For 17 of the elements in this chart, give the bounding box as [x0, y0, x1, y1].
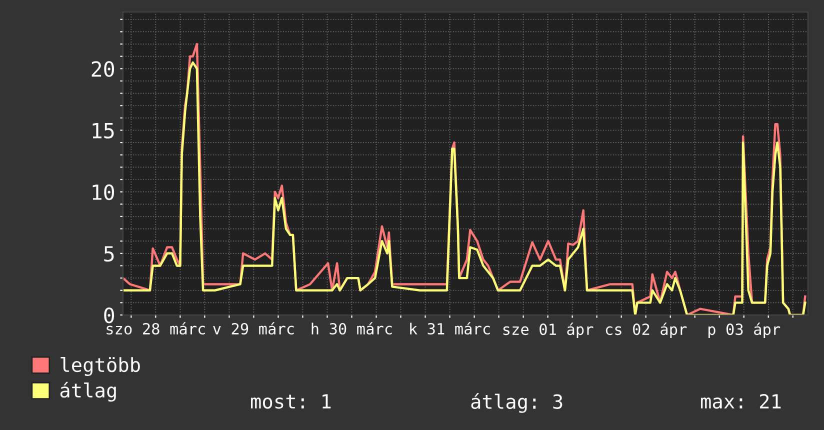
y-tick-label: 15 [92, 123, 114, 139]
y-tick-label: 5 [104, 246, 114, 262]
text: most: 1 [251, 394, 331, 409]
legend-label: legtöbb [60, 356, 140, 376]
x-tick-label: szo 28 márc [106, 322, 205, 335]
text: átlag: 3 [471, 393, 562, 413]
x-tick-label: p 03 ápr [708, 322, 780, 338]
x-tick-label: k 31 márc [410, 322, 490, 335]
text: max: 21 [701, 394, 781, 409]
y-tick-label: 20 [92, 61, 114, 77]
y-tick-label: 10 [92, 184, 114, 200]
x-tick-label: sze 01 ápr [503, 322, 594, 338]
x-tick-label: h 30 márc [312, 322, 392, 335]
legend-label: átlag [60, 382, 116, 402]
x-tick-label: cs 02 ápr [606, 322, 687, 338]
y-tick-label: 0 [104, 308, 114, 324]
x-tick-label: v 29 márc [213, 322, 294, 335]
